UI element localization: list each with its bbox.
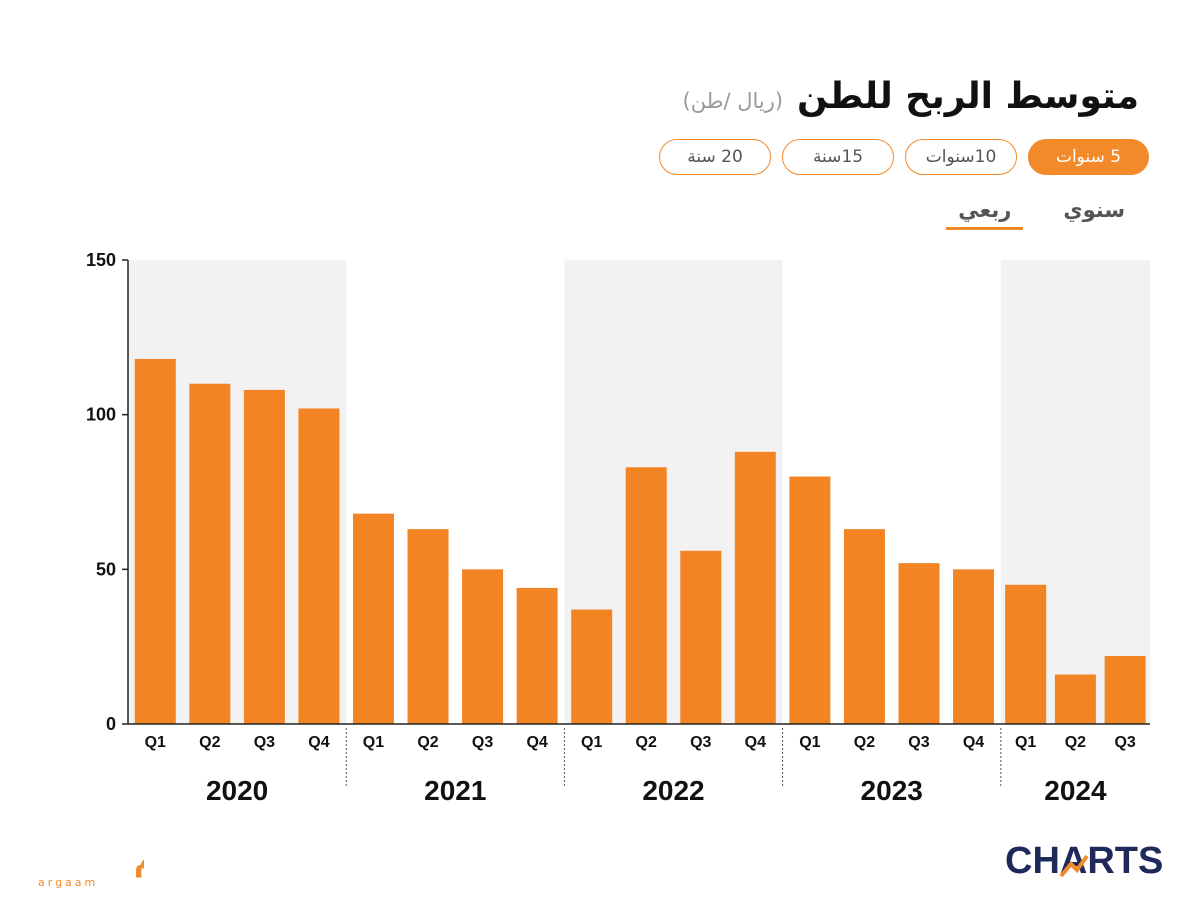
bar-2024-Q2: [1054, 674, 1096, 724]
y-tick-label: 100: [86, 405, 116, 425]
tab-annual[interactable]: سنوي: [1063, 198, 1125, 222]
quarter-label: Q2: [417, 734, 438, 751]
quarter-label: Q2: [199, 734, 220, 751]
range-5-years-button[interactable]: 5 سنوات: [1028, 139, 1149, 175]
quarter-label: Q1: [581, 734, 602, 751]
bar-2023-Q2: [843, 529, 885, 724]
bar-2022-Q2: [625, 467, 667, 724]
chart-title: متوسط الربح للطن: [797, 76, 1139, 117]
bar-2024-Q1: [1005, 584, 1047, 724]
quarter-label: Q1: [363, 734, 384, 751]
bar-2021-Q1: [352, 513, 394, 724]
year-label-2021: 2021: [424, 775, 486, 806]
bar-2021-Q3: [462, 569, 504, 724]
quarter-label: Q3: [690, 734, 711, 751]
quarter-label: Q3: [472, 734, 493, 751]
argaam-logo: أرقـام argaam: [38, 842, 144, 888]
bar-2021-Q4: [516, 587, 558, 724]
bar-2023-Q4: [953, 569, 995, 724]
range-selector: 5 سنوات 10سنوات 15سنة 20 سنة: [659, 139, 1149, 175]
bar-2022-Q4: [734, 451, 776, 724]
svg-text:أرقـام: أرقـام: [134, 842, 144, 878]
tab-quarterly[interactable]: ربعي: [946, 198, 1024, 230]
year-label-2024: 2024: [1044, 775, 1107, 806]
bar-2020-Q4: [298, 408, 340, 724]
y-tick-label: 150: [86, 250, 116, 270]
range-15-years-button[interactable]: 15سنة: [782, 139, 894, 175]
quarter-label: Q2: [636, 734, 657, 751]
quarter-label: Q2: [854, 734, 875, 751]
quarter-label: Q1: [145, 734, 166, 751]
chart-header: متوسط الربح للطن (ريال /طن): [683, 76, 1139, 117]
year-label-2022: 2022: [642, 775, 704, 806]
year-label-2023: 2023: [861, 775, 923, 806]
quarter-label: Q3: [908, 734, 929, 751]
range-10-years-button[interactable]: 10سنوات: [905, 139, 1017, 175]
year-label-2020: 2020: [206, 775, 268, 806]
bar-2021-Q2: [407, 529, 449, 724]
quarter-label: Q4: [308, 734, 329, 751]
quarter-label: Q4: [963, 734, 984, 751]
bar-2023-Q3: [898, 563, 940, 724]
bar-2020-Q1: [134, 358, 176, 724]
quarter-label: Q2: [1065, 734, 1086, 751]
bar-2024-Q3: [1104, 655, 1146, 724]
bar-2020-Q3: [243, 389, 285, 724]
quarter-label: Q3: [254, 734, 275, 751]
range-20-years-button[interactable]: 20 سنة: [659, 139, 771, 175]
period-tabs: سنوي ربعي: [946, 198, 1137, 230]
quarter-label: Q4: [526, 734, 547, 751]
quarter-label: Q1: [1015, 734, 1036, 751]
quarter-label: Q1: [799, 734, 820, 751]
bar-2020-Q2: [189, 383, 231, 724]
charts-logo: CHARTS: [1005, 840, 1163, 882]
y-tick-label: 0: [106, 714, 116, 734]
bar-2023-Q1: [789, 476, 831, 724]
chart-unit: (ريال /طن): [682, 89, 784, 113]
quarter-label: Q4: [745, 734, 766, 751]
bar-2022-Q3: [680, 550, 722, 724]
svg-text:argaam: argaam: [38, 876, 98, 888]
bar-2022-Q1: [571, 609, 613, 724]
y-tick-label: 50: [96, 559, 116, 579]
quarter-label: Q3: [1114, 734, 1135, 751]
